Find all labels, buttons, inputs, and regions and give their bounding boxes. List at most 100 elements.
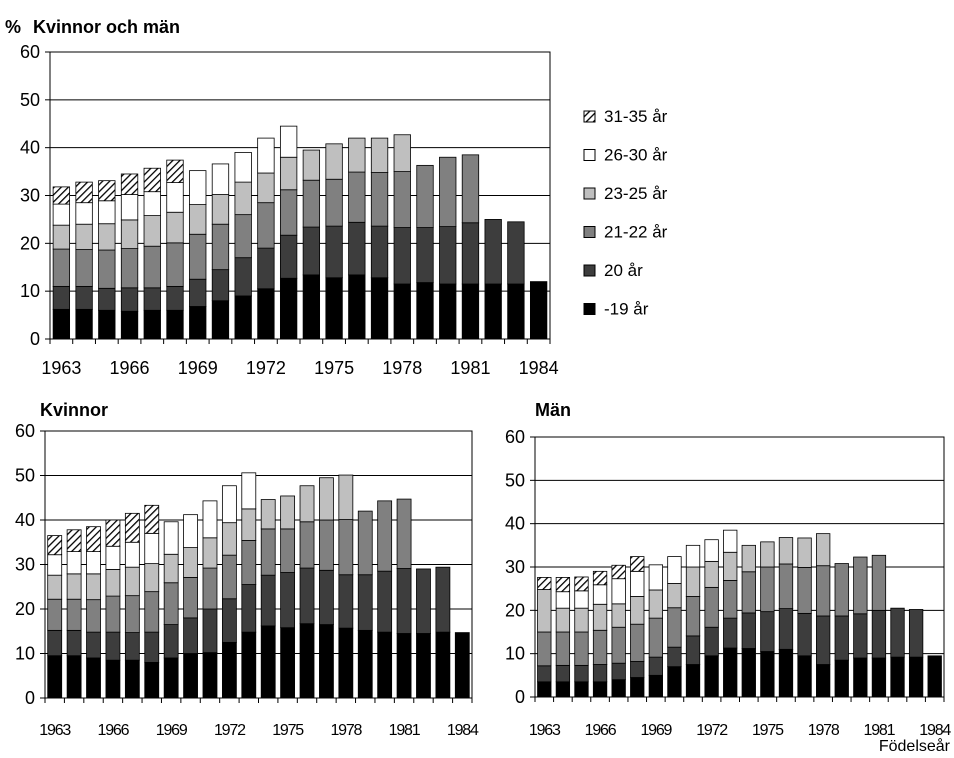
- bar-segment-19-ar-1981: [461, 283, 480, 340]
- bar-segment-26-30-ar-1968: [630, 570, 645, 597]
- bar-segment-21-22-ar-1972: [221, 554, 237, 600]
- legend-swatch-23-25-ar: [583, 187, 596, 200]
- legend-label-26-30-ar: 26-30 år: [604, 146, 668, 165]
- bar-segment-23-25-ar-1978: [338, 474, 354, 520]
- bar-segment-21-22-ar-1969: [189, 233, 207, 280]
- y-tick-label: 60: [20, 42, 40, 62]
- bar-segment-19-ar-1963: [537, 681, 552, 698]
- bar-segment-20-ar-1976: [778, 608, 794, 650]
- bar-segment-26-30-ar-1969: [189, 170, 207, 205]
- bar-segment-20-ar-1983: [908, 609, 924, 658]
- bar-segment-20-ar-1965: [574, 664, 589, 683]
- bar-segment-21-22-ar-1967: [143, 245, 161, 289]
- bar-segment-19-ar-1976: [299, 623, 315, 699]
- bar-segment-26-30-ar-1973: [279, 125, 298, 158]
- bar-segment-21-22-ar-1981: [396, 498, 412, 569]
- y-tick-label: 60: [505, 427, 525, 447]
- bar-segment-23-25-ar-1966: [105, 568, 121, 597]
- bar-segment-20-ar-1980: [377, 570, 393, 633]
- bar-segment-19-ar-1978: [816, 664, 831, 698]
- bar-segment-23-25-ar-1964: [555, 607, 571, 633]
- bar-segment-26-30-ar-1967: [611, 578, 626, 605]
- bar-segment-23-25-ar-1967: [611, 603, 626, 628]
- legend-swatch-20-ar: [583, 264, 596, 277]
- bar-segment-19-ar-1974: [302, 274, 321, 340]
- legend-swatch-26-30-ar: [583, 149, 596, 161]
- y-tick-label: 20: [15, 599, 35, 619]
- bar-segment-23-25-ar-1978: [393, 134, 411, 172]
- bar-segment-23-25-ar-1975: [280, 495, 296, 530]
- legend: 31-35 år 26-30 år 23-25 år 21-22 år 20 år -19…: [583, 107, 668, 319]
- bar-segment-26-30-ar-1963: [52, 203, 71, 226]
- bar-segment-20-ar-1975: [325, 225, 343, 279]
- bar-segment-21-22-ar-1965: [574, 631, 589, 666]
- bar-segment-26-30-ar-1964: [75, 202, 93, 225]
- x-tick-label: 1984: [519, 358, 559, 378]
- bar-segment-23-25-ar-1964: [75, 223, 93, 250]
- x-tick-label: 1963: [41, 358, 81, 378]
- bar-segment-23-25-ar-1964: [66, 573, 82, 600]
- bar-segment-21-22-ar-1974: [302, 179, 321, 228]
- x-tick-label: 1963: [529, 722, 561, 739]
- legend-swatch-21-22-ar: [583, 226, 596, 238]
- bar-segment-19-ar-1970: [183, 653, 198, 699]
- y-tick-label: 40: [505, 514, 525, 534]
- legend-label-23-25-ar: 23-25 år: [604, 184, 668, 203]
- y-tick-label: 30: [20, 186, 40, 206]
- x-tick-label: 1966: [585, 722, 617, 739]
- bar-segment-20-ar-1978: [338, 574, 354, 629]
- bar-segment-21-22-ar-1971: [202, 567, 218, 610]
- bar-segment-26-30-ar-1967: [143, 191, 161, 216]
- bar-segment-20-ar-1966: [120, 287, 139, 312]
- chart-kvinnor: Kvinnor 0 10 20 30 40 50 60 1963 1966 1969 1972 197…: [15, 400, 480, 739]
- x-axis-note: Födelseår: [879, 737, 951, 755]
- bar-segment-23-25-ar-1965: [98, 223, 116, 251]
- bar-segment-19-ar-1980: [439, 283, 457, 340]
- bar-segment-19-ar-1971: [234, 295, 252, 340]
- bar-segment-19-ar-1965: [98, 309, 116, 340]
- y-tick-label: 50: [505, 470, 525, 490]
- x-tick-label: 1984: [919, 722, 951, 739]
- x-tick-label: 1969: [156, 722, 188, 739]
- bar-segment-19-ar-1975: [760, 651, 775, 698]
- bar-segment-21-22-ar-1978: [816, 565, 831, 617]
- bar-segment-23-25-ar-1965: [86, 573, 101, 601]
- bar-segment-19-ar-1971: [202, 652, 218, 699]
- bar-segment-19-ar-1973: [241, 631, 257, 699]
- bar-segment-21-22-ar-1968: [166, 242, 184, 287]
- bar-segment-21-22-ar-1975: [280, 528, 296, 573]
- bar-segment-20-ar-1964: [75, 285, 93, 310]
- bar-segment-23-25-ar-1968: [166, 211, 184, 244]
- bar-segment-20-ar-1973: [241, 584, 257, 633]
- bar-segment-20-ar-1963: [537, 665, 552, 683]
- bar-segment-19-ar-1969: [648, 674, 663, 698]
- bar-segment-21-22-ar-1968: [144, 591, 160, 633]
- bar-segment-21-22-ar-1967: [124, 595, 140, 633]
- legend-label-19-ar: -19 år: [604, 300, 649, 319]
- bar-segment-31-35-ar-1964: [555, 577, 571, 593]
- bar-segment-26-30-ar-1969: [648, 564, 663, 591]
- bar-segment-19-ar-1970: [667, 666, 682, 698]
- bar-segment-23-25-ar-1977: [797, 537, 812, 568]
- bar-segment-19-ar-1975: [325, 277, 343, 340]
- bar-segment-31-35-ar-1967: [143, 167, 161, 193]
- x-tick-label: 1981: [864, 722, 896, 739]
- bar-segment-19-ar-1982: [416, 633, 431, 699]
- bar-segment-20-ar-1976: [299, 567, 315, 625]
- bar-segment-19-ar-1966: [105, 659, 121, 699]
- y-tick-label: 10: [505, 644, 525, 664]
- bar-segment-20-ar-1969: [163, 624, 179, 659]
- y-unit-label: %: [5, 17, 21, 37]
- bar-segment-21-22-ar-1969: [648, 617, 663, 658]
- bar-segment-19-ar-1969: [189, 306, 207, 340]
- bar-segment-20-ar-1974: [741, 612, 756, 649]
- bar-segment-19-ar-1983: [507, 283, 525, 340]
- bar-segment-20-ar-1963: [47, 629, 63, 657]
- bar-segment-20-ar-1966: [105, 631, 121, 661]
- bar-segment-20-ar-1974: [302, 226, 321, 276]
- bar-segment-23-25-ar-1976: [299, 485, 315, 523]
- bar-segment-26-30-ar-1966: [592, 584, 608, 605]
- bar-segment-23-25-ar-1975: [760, 541, 775, 568]
- bar-segment-20-ar-1982: [416, 568, 431, 634]
- bar-segment-26-30-ar-1968: [144, 532, 160, 565]
